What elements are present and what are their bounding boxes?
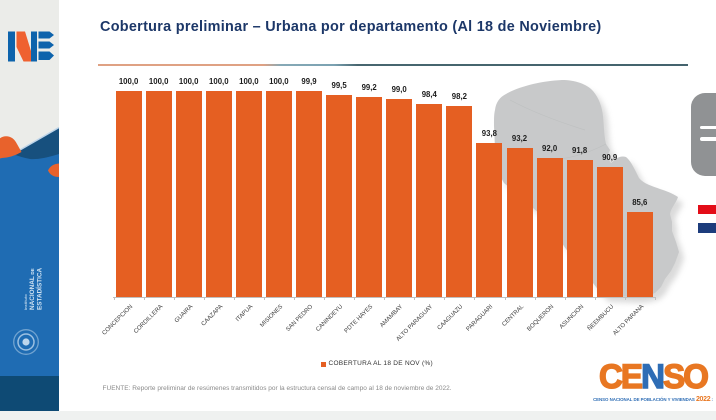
svg-text:ESTADÍSTICA: ESTADÍSTICA (35, 267, 44, 310)
svg-text:NACIONAL DE: NACIONAL DE (29, 268, 36, 310)
svg-text:Instituto: Instituto (23, 294, 28, 310)
